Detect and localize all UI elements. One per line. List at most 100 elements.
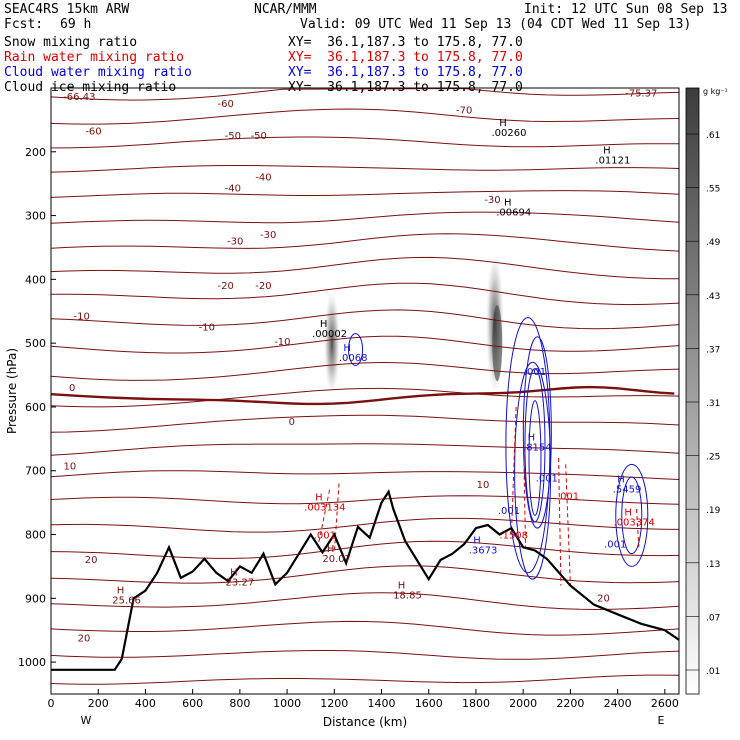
x-tick-label: 2000 bbox=[509, 697, 537, 710]
colorbar-label: .43 bbox=[706, 292, 720, 302]
snow-shading bbox=[323, 254, 504, 396]
isotherm-label: 10 bbox=[477, 480, 490, 491]
isotherm-label: 10 bbox=[64, 461, 77, 472]
isotherm-label: -50 bbox=[225, 131, 241, 142]
isotherm-line bbox=[50, 592, 680, 611]
cloud-water-maximum-value: .001 bbox=[524, 367, 546, 378]
temperature-extremum-label: -66.43 bbox=[63, 92, 95, 103]
rain-water-contour bbox=[636, 508, 640, 548]
cloud-water-contour bbox=[615, 463, 649, 567]
temperature-contours bbox=[50, 87, 680, 685]
isotherm-line bbox=[50, 211, 680, 224]
isotherm-label: -60 bbox=[218, 99, 234, 110]
isotherm-label: 20 bbox=[78, 634, 91, 645]
cloud-water-maximum-value: .001 bbox=[604, 539, 626, 550]
isotherm-line bbox=[50, 335, 680, 354]
snow-maximum-value: .00002 bbox=[312, 329, 347, 340]
x-tick-label: 1600 bbox=[415, 697, 443, 710]
surface-maximum-value: 18.85 bbox=[393, 590, 422, 601]
terrain-profile bbox=[51, 489, 680, 671]
colorbar-label: .31 bbox=[706, 399, 720, 409]
colorbar: .01 .07 .13 .19 .25 .31 .37 .43 .49 .55 .61 g kg⁻¹ bbox=[685, 87, 728, 695]
colorbar-label: .01 bbox=[706, 667, 720, 677]
isotherm-line bbox=[50, 470, 680, 480]
field-cloud-water: Cloud water mixing ratio bbox=[4, 65, 192, 80]
colorbar-label: .37 bbox=[706, 345, 720, 355]
surface-maximum-value: 23.27 bbox=[226, 578, 255, 589]
snow-maximum-marker: H bbox=[504, 198, 512, 209]
snow-maximum-marker: H bbox=[499, 118, 507, 129]
snow-maximum-value: .00694 bbox=[496, 208, 531, 219]
rain-maximum-value: .003374 bbox=[613, 518, 654, 529]
colorbar-label: .55 bbox=[706, 185, 720, 195]
east-label: E bbox=[658, 714, 665, 727]
cloud-water-contour bbox=[522, 336, 552, 529]
isotherm-label: -60 bbox=[85, 127, 101, 138]
rain-water-contour bbox=[565, 464, 571, 586]
isotherm-label: 0 bbox=[289, 417, 295, 428]
isotherm-line bbox=[50, 620, 680, 636]
cloud-water-contour bbox=[528, 400, 542, 516]
rain-water-contour bbox=[333, 483, 340, 554]
isotherm-line bbox=[50, 443, 680, 456]
y-axis-title: Pressure (hPa) bbox=[5, 348, 19, 434]
valid-time: Valid: 09 UTC Wed 11 Sep 13 (04 CDT Wed … bbox=[300, 17, 692, 32]
west-label: W bbox=[81, 714, 92, 727]
x-axis-title: Distance (km) bbox=[323, 715, 407, 729]
colorbar-ramp bbox=[685, 87, 700, 695]
x-tick-label: 1800 bbox=[462, 697, 490, 710]
rain-water-contour bbox=[558, 457, 562, 586]
y-tick-label: 400 bbox=[25, 273, 46, 286]
x-tick-label: 1200 bbox=[320, 697, 348, 710]
x-tick-label: 200 bbox=[88, 697, 109, 710]
x-tick-label: 2400 bbox=[604, 697, 632, 710]
x-tick-label: 2200 bbox=[556, 697, 584, 710]
x-tick-label: 2600 bbox=[651, 697, 679, 710]
cloud-water-contour bbox=[514, 361, 552, 580]
forecast-label: Fcst: bbox=[4, 17, 44, 32]
rain-maximum-value: .003134 bbox=[304, 502, 345, 513]
isotherm-line bbox=[50, 87, 680, 101]
surface-maximum-marker: H bbox=[398, 580, 406, 591]
isotherm-line bbox=[51, 136, 680, 149]
temperature-extremum-label: -75.37 bbox=[625, 88, 657, 99]
cloud-water-maximum-marker: H bbox=[617, 474, 625, 485]
rain-maximum-marker: H bbox=[624, 508, 632, 519]
plot-frame bbox=[50, 87, 680, 695]
y-tick-label: 700 bbox=[25, 465, 46, 478]
isotherm-line bbox=[50, 190, 680, 198]
colorbar-label: .19 bbox=[706, 506, 721, 516]
organization: NCAR/MMM bbox=[254, 2, 317, 17]
x-tick-label: 800 bbox=[229, 697, 250, 710]
cloud-water-maximum-value: .001 bbox=[536, 474, 558, 485]
cloud-water-contour bbox=[505, 317, 551, 574]
surface-maximum-value: 25.66 bbox=[112, 595, 141, 606]
colorbar-units: g kg⁻¹ bbox=[703, 87, 728, 96]
y-tick-label: 900 bbox=[25, 592, 46, 605]
field-snow-xy: XY= 36.1,187.3 to 175.8, 77.0 bbox=[288, 35, 523, 50]
axes: 0 200 400 600 800 1000 1200 1400 1600 1800 2000 220… bbox=[5, 146, 679, 729]
snow-maximum-value: .00260 bbox=[492, 128, 527, 139]
isotherm-line bbox=[50, 309, 680, 330]
surface-maximum-marker: H bbox=[117, 585, 125, 596]
colorbar-label: .61 bbox=[706, 131, 720, 141]
isotherm-line bbox=[50, 674, 680, 685]
y-tick-label: 1000 bbox=[18, 656, 46, 669]
forecast-value: 69 h bbox=[60, 17, 92, 32]
snow-maximum-value: .01121 bbox=[595, 155, 630, 166]
surface-maximum-marker: H bbox=[327, 544, 335, 555]
cloud-water-maximum-value: .8154 bbox=[523, 442, 552, 453]
field-rain: Rain water mixing ratio bbox=[4, 50, 185, 65]
snow-core bbox=[492, 305, 503, 382]
isotherm-label: 20 bbox=[597, 594, 610, 605]
isotherm-line bbox=[50, 361, 680, 381]
cloud-water-maximum-marker: H bbox=[343, 343, 351, 354]
isotherm-line bbox=[50, 414, 680, 433]
field-rain-xy: XY= 36.1,187.3 to 175.8, 77.0 bbox=[288, 50, 523, 65]
cloud-water-maximum-value: .5459 bbox=[613, 484, 642, 495]
contour-labels: -70 -60 -60 -50 -50 -40 -40 -30 -30 -30 -20 -20 -10 -… bbox=[63, 88, 657, 644]
freezing-line bbox=[50, 385, 675, 406]
cloud-water-maximum-marker: H bbox=[473, 536, 481, 547]
colorbar-label: .07 bbox=[706, 613, 720, 623]
